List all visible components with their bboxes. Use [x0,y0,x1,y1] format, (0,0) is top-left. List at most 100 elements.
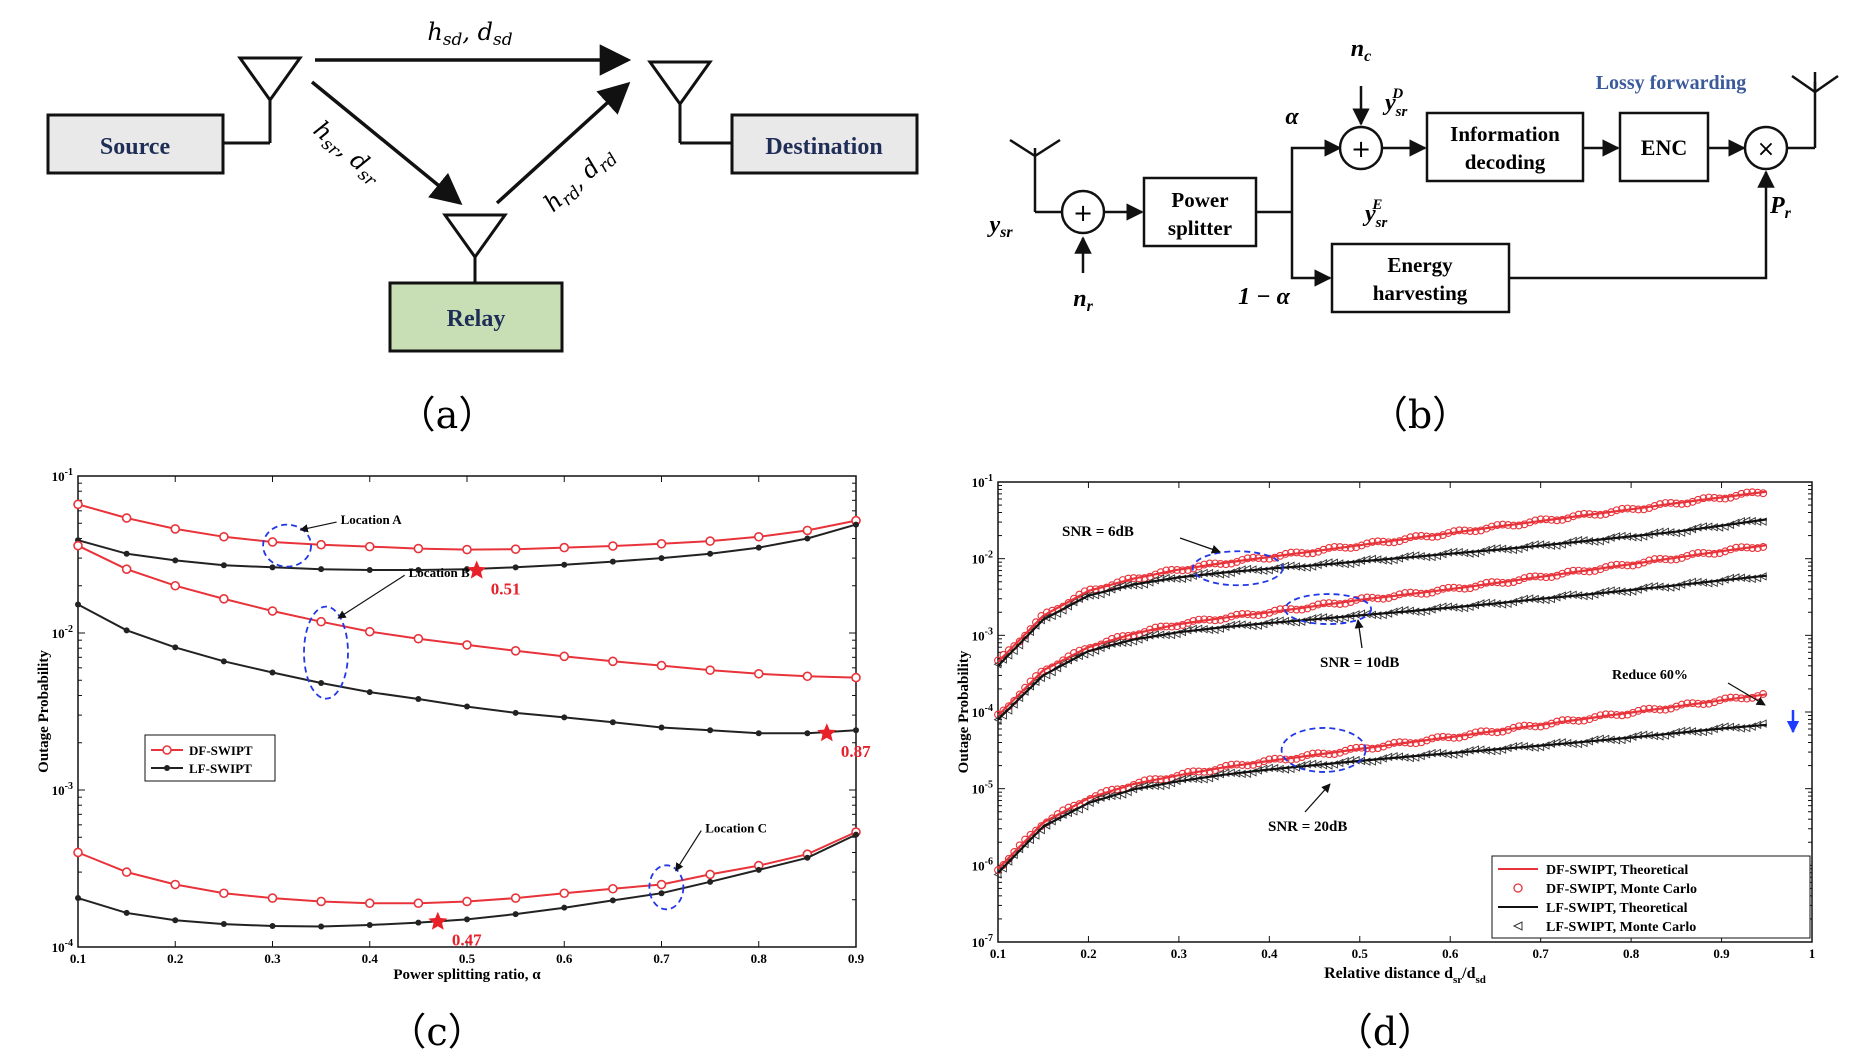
theoretical-line [997,490,1767,663]
series-line [77,831,857,905]
monte-carlo-point [1227,760,1236,769]
input-antenna-icon [1009,138,1062,214]
reduce-label: Reduce 60% [1612,668,1688,683]
legend-label: DF-SWIPT [189,743,253,758]
data-point [462,544,472,555]
data-point [413,543,424,554]
data-point [658,890,665,897]
x-tick-label: 0.8 [751,951,768,966]
monte-carlo-point [1064,601,1072,611]
data-point [366,689,373,696]
panel-d-label: （d） [1335,1010,1435,1054]
power-splitter-label-1: Power [1171,188,1228,212]
data-point [73,847,83,858]
data-point [73,540,83,551]
data-point [462,896,472,907]
monte-carlo-point [1053,663,1062,673]
panel-d-chart: 10-1 10-2 10-3 10-4 10-5 10-6 10-70.1 0.2 0.3 0.4… [956,473,1815,1054]
y-tick-label: 10-6 [972,856,993,873]
location-arrow [299,521,337,533]
data-point [366,922,373,929]
x-tick-label: 1 [1809,946,1816,961]
monte-carlo-point [1330,750,1339,758]
output-antenna-icon [1787,72,1839,150]
data-point [755,730,762,737]
monte-carlo-point [1628,561,1637,570]
energy-harvesting-label-2: harvesting [1373,281,1468,305]
data-point [658,724,665,731]
nr-label: nr [1073,286,1093,315]
data-point [220,921,227,928]
information-decoding-label-1: Information [1450,122,1560,146]
monte-carlo-point [1308,549,1317,558]
monte-carlo-point [1194,615,1203,624]
source-antenna-icon [223,56,303,145]
monte-carlo-point [993,870,1002,879]
data-point [413,898,424,909]
data-point [170,580,181,591]
x-tick-label: 0.2 [1080,946,1096,961]
lower-branch-arrow [1290,212,1332,287]
upper-adder-plus-icon: + [1351,135,1371,163]
theoretical-line [997,518,1767,667]
monte-carlo-point [1515,521,1523,530]
data-point [609,719,616,726]
location-ellipse [303,605,349,700]
y-tick-label: 10-3 [52,781,73,798]
optimal-star-icon [428,911,448,930]
legend-marker [1512,921,1523,931]
link-sr-label: hsr, dsr [306,115,388,191]
data-point [753,668,764,679]
x-axis-label: Relative distance dsr/dsd [1324,965,1486,986]
data-point [561,561,568,568]
monte-carlo-point [1042,613,1051,622]
monte-carlo-point [1330,543,1339,551]
snr-ellipse [1191,550,1284,587]
location-label: Location C [705,821,767,836]
data-point [170,879,181,890]
data-point [464,703,470,710]
legend-label: LF-SWIPT, Theoretical [1546,901,1688,916]
input-adder-plus-icon: + [1073,199,1093,227]
monte-carlo-point [1498,727,1507,736]
monte-carlo-point [1639,505,1648,514]
destination-label: Destination [765,134,882,160]
x-tick-label: 0.1 [990,946,1006,961]
y-tick-label: 10-4 [52,938,73,955]
x-tick-label: 0.5 [1352,946,1369,961]
monte-carlo-point [1580,716,1589,725]
data-point [413,633,424,644]
theoretical-line [997,723,1767,874]
data-point [75,601,81,608]
data-point [510,893,521,903]
y-tick-label: 10-5 [972,780,993,797]
alpha-label: α [1285,104,1299,130]
relay-label: Relay [447,306,506,332]
data-point [316,539,326,550]
data-point [608,883,618,894]
data-point [318,923,325,930]
data-point [707,550,714,557]
monte-carlo-point [1558,716,1567,725]
x-tick-label: 0.4 [1261,946,1278,961]
monte-carlo-point [1493,521,1502,529]
legend-marker [1513,883,1523,893]
location-label: Location A [341,512,403,527]
x-tick-label: 0.7 [1533,946,1550,961]
monte-carlo-point [1601,710,1610,719]
data-point [608,656,618,667]
y-axis-label: Outage Probability [956,650,972,773]
legend-box [1491,855,1811,939]
monte-carlo-point [1308,749,1317,758]
data-point [219,888,229,899]
monte-carlo-point [1742,488,1751,497]
location-label: Location B [409,565,470,580]
data-point [656,538,667,549]
data-point [121,513,132,523]
monte-carlo-point [1373,744,1382,753]
theoretical-line [997,693,1767,870]
monte-carlo-point [1590,566,1599,575]
data-point [219,594,229,604]
